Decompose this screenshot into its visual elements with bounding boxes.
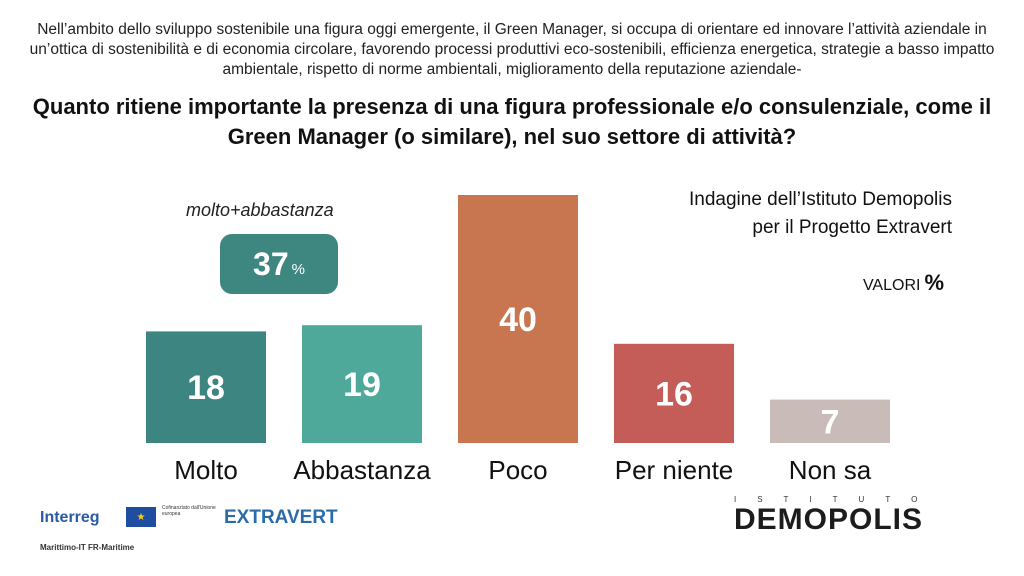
category-label: Poco — [488, 455, 547, 485]
demopolis-logo: DEMOPOLIS — [734, 503, 924, 536]
category-label: Per niente — [615, 455, 734, 485]
bar-poco — [458, 195, 578, 443]
demopolis-top-text: ISTITUTO — [734, 495, 939, 504]
bar-abbastanza — [302, 325, 422, 443]
bar-per-niente — [614, 343, 734, 443]
category-label: Abbastanza — [293, 455, 431, 485]
eu-flag-icon: ★ — [126, 507, 156, 527]
bar-value-label: 16 — [655, 375, 693, 413]
survey-question: Quanto ritiene importante la presenza di… — [32, 94, 992, 149]
eu-cofunding-text: Cofinanziato dall'Unione europea — [162, 505, 216, 517]
summary-value: 37 — [253, 245, 289, 282]
interreg-logo: Interreg — [40, 509, 100, 526]
bar-molto — [146, 331, 266, 443]
bar-value-label: 18 — [187, 369, 225, 407]
extravert-logo: EXTRAVERT — [224, 507, 338, 528]
summary-label: molto+abbastanza — [186, 200, 334, 220]
bar-value-label: 7 — [821, 403, 840, 441]
values-unit-note: VALORI% — [863, 270, 944, 296]
summary-badge: 37% — [220, 234, 338, 294]
summary-unit: % — [291, 260, 305, 278]
bar-value-label: 19 — [343, 366, 381, 404]
intro-text: Nell’ambito dello sviluppo sostenibile u… — [29, 21, 995, 78]
valori-label: VALORI — [862, 277, 921, 294]
source-line-2: per il Progetto Extravert — [752, 217, 952, 238]
footer-logos: Interreg ★ Cofinanziato dall'Unione euro… — [40, 495, 990, 565]
source-line-1: Indagine dell’Istituto Demopolis — [689, 189, 952, 210]
valori-percent: % — [924, 270, 944, 295]
category-label: Non sa — [789, 455, 872, 485]
interreg-subtitle: Marittimo-IT FR-Maritime — [40, 543, 135, 552]
category-label: Molto — [174, 455, 238, 485]
source-note: Indagine dell’Istituto Demopolis per il … — [689, 186, 952, 242]
bar-non-sa — [770, 399, 890, 443]
bar-value-label: 40 — [499, 301, 537, 339]
